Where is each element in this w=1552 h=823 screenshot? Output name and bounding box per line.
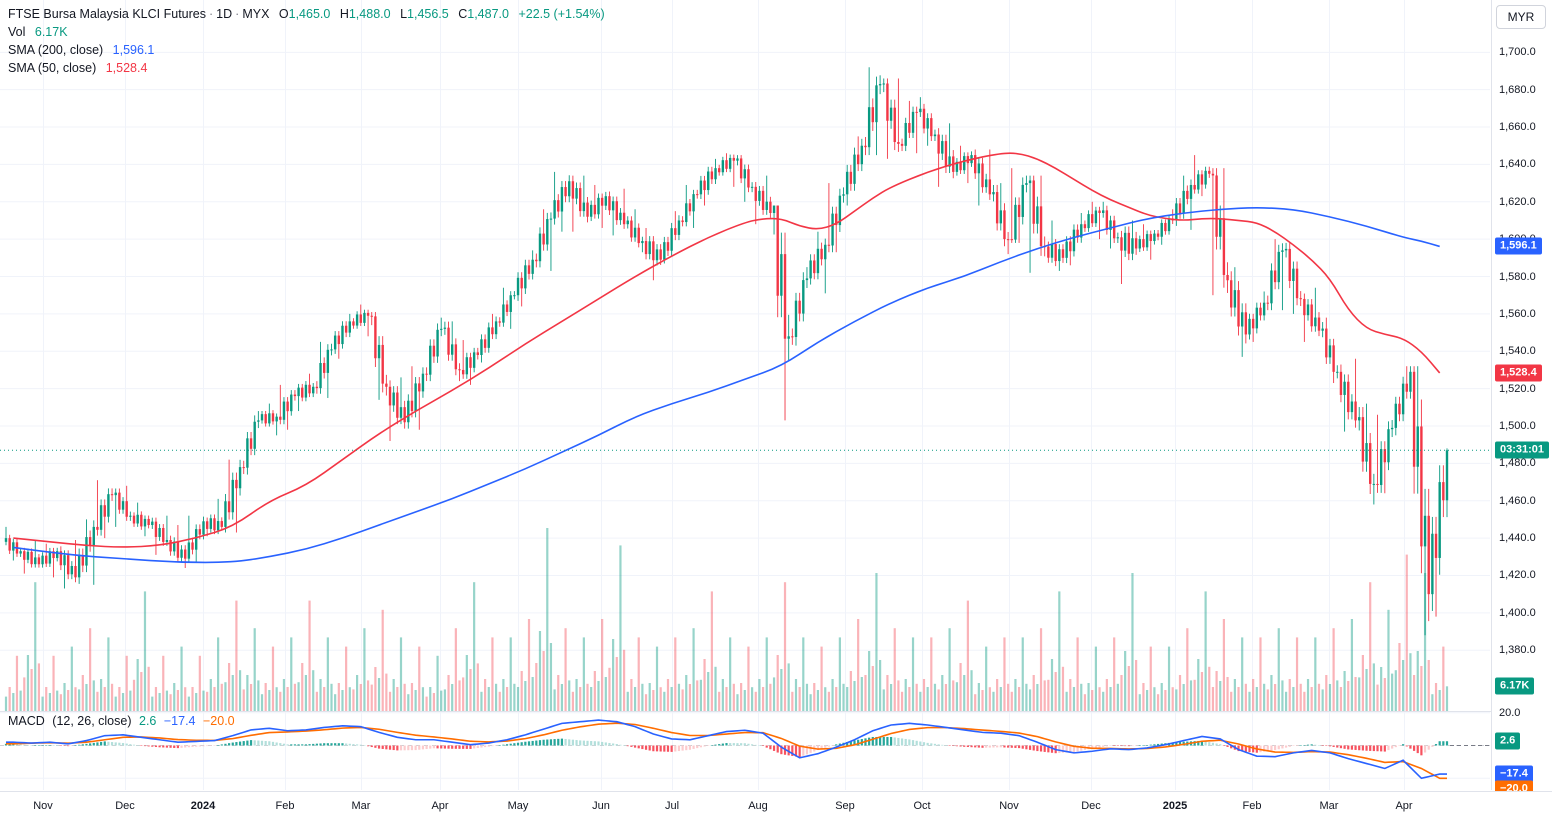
macd-line [6, 719, 1447, 780]
price-tick-label: 1,540.0 [1499, 345, 1536, 358]
low-letter: L [400, 7, 408, 21]
sma50-price-badge: 1,528.4 [1495, 364, 1542, 382]
price-tick-label: 1,640.0 [1499, 158, 1536, 171]
price-tick-label: 1,520.0 [1499, 382, 1536, 395]
open-value: 1,465.0 [288, 7, 331, 21]
macd-hist-value: 2.6 [139, 714, 157, 728]
separator-dot: · [208, 7, 214, 21]
sma200-value: 1,596.1 [112, 43, 155, 57]
symbol-row[interactable]: FTSE Bursa Malaysia KLCI Futures · 1D · MYX … [8, 5, 605, 23]
open-letter: O [278, 7, 289, 21]
time-axis-month-label: Feb [275, 800, 295, 812]
price-tick-label: 1,580.0 [1499, 270, 1536, 283]
time-axis-month-label: Mar [351, 800, 371, 812]
change-value: +22.5 (+1.54%) [518, 7, 605, 21]
time-axis-month-label: Aug [748, 800, 768, 812]
time-axis-month-label: Nov [33, 800, 53, 812]
time-axis-month-label: Jul [664, 800, 680, 812]
time-axis-year-label: 2024 [190, 800, 216, 812]
sma200-row[interactable]: SMA (200, close) 1,596.1 [8, 41, 605, 59]
time-axis-month-label: Apr [1395, 800, 1413, 812]
price-scale[interactable]: MYR 1,700.0 1,680.0 1,660.0 1,640.0 1,620.0 1… [1491, 0, 1552, 798]
time-axis-month-label: Feb [1242, 800, 1262, 812]
close-letter: C [458, 7, 468, 21]
symbol-title: FTSE Bursa Malaysia KLCI Futures [8, 7, 206, 21]
time-axis-month-label: Oct [913, 800, 931, 812]
bar-countdown-badge: 03:31:01 [1495, 441, 1550, 459]
sma50-label: SMA (50, close) [8, 61, 97, 75]
sma50-row[interactable]: SMA (50, close) 1,528.4 [8, 59, 605, 77]
price-tick-label: 1,500.0 [1499, 420, 1536, 432]
sma200-price-badge: 1,596.1 [1495, 237, 1542, 255]
time-axis-month-label: Sep [835, 800, 855, 812]
sma50-value: 1,528.4 [105, 61, 148, 75]
time-axis-month-label: Mar [1319, 800, 1339, 812]
chart-legend: FTSE Bursa Malaysia KLCI Futures · 1D · MYX … [8, 5, 605, 77]
macd-params: (12, 26, close) [52, 714, 132, 728]
macd-line-value: −17.4 [163, 714, 196, 728]
price-tick-label: 1,480.0 [1499, 457, 1536, 470]
exchange-label: MYX [242, 7, 270, 21]
price-tick-label: 1,400.0 [1499, 606, 1536, 619]
low-value: 1,456.5 [407, 7, 449, 21]
candles [4, 67, 1449, 636]
macd-hist-badge: 2.6 [1495, 732, 1521, 750]
price-tick-label: 1,380.0 [1499, 644, 1536, 657]
high-letter: H [339, 7, 349, 21]
time-axis-month-label: May [507, 800, 529, 812]
macd-signal-value: −20.0 [203, 714, 235, 728]
separator-dot: · [235, 7, 240, 21]
macd-histogram [4, 736, 1449, 758]
interval-label: 1D [216, 7, 233, 21]
time-axis-month-label: Nov [999, 800, 1019, 812]
time-axis-month-label: Apr [431, 800, 449, 812]
price-tick-label: 1,660.0 [1499, 121, 1536, 134]
volume-bars [4, 528, 1449, 711]
sma200-line [13, 207, 1440, 564]
price-tick-label: 1,440.0 [1499, 532, 1536, 545]
price-tick-label: 1,460.0 [1499, 494, 1536, 507]
close-value: 1,487.0 [467, 7, 509, 21]
high-value: 1,488.0 [348, 7, 391, 21]
currency-button[interactable]: MYR [1496, 5, 1546, 29]
sma200-label: SMA (200, close) [8, 43, 104, 57]
macd-signal-line [6, 722, 1447, 780]
time-axis-year-label: 2025 [1162, 800, 1188, 812]
macd-legend-row[interactable]: MACD (12, 26, close) 2.6 −17.4 −20.0 [8, 714, 239, 728]
macd-line-badge: −17.4 [1495, 765, 1533, 783]
time-axis-month-label: Dec [1081, 800, 1101, 812]
volume-value: 6.17K [34, 25, 68, 39]
macd-tick-label: 20.0 [1499, 706, 1521, 719]
macd-label: MACD [8, 714, 45, 728]
volume-row[interactable]: Vol 6.17K [8, 23, 605, 41]
time-scale[interactable]: Nov Dec 2024 Feb Mar Apr May Jun Jul Aug Sep Oct Nov… [0, 791, 1552, 823]
price-tick-label: 1,560.0 [1499, 307, 1536, 320]
price-tick-label: 1,420.0 [1499, 569, 1536, 582]
volume-label: Vol [8, 25, 26, 39]
price-tick-label: 1,680.0 [1499, 83, 1536, 96]
sma50-line [13, 152, 1441, 548]
price-tick-label: 1,620.0 [1499, 195, 1536, 208]
time-axis-month-label: Jun [592, 800, 610, 812]
price-tick-label: 1,700.0 [1499, 46, 1536, 59]
time-axis-month-label: Dec [115, 800, 135, 812]
volume-value-badge: 6.17K [1495, 677, 1535, 695]
